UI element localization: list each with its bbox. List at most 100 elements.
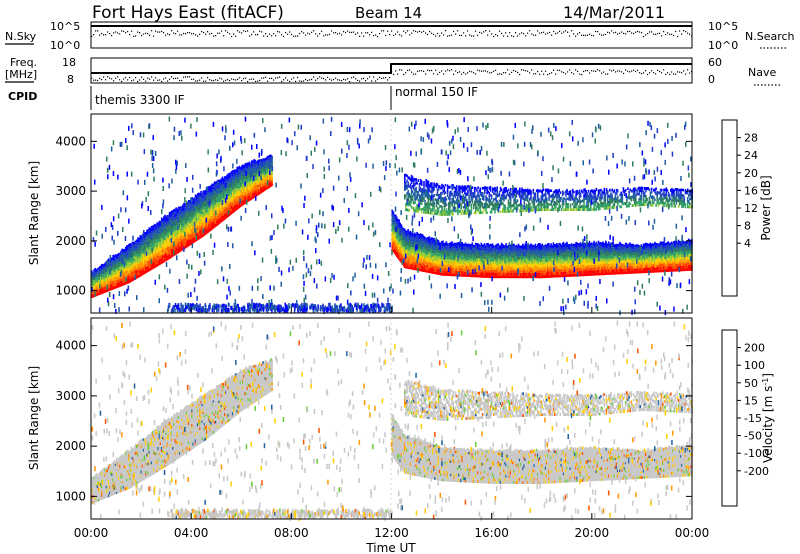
- range-gate-cell: [181, 225, 183, 228]
- range-gate-cell: [192, 219, 194, 222]
- nave-point: [97, 79, 99, 82]
- range-gate-cell: [235, 201, 237, 205]
- range-gate-cell: [185, 211, 188, 215]
- range-gate-cell: [207, 228, 209, 231]
- range-gate-cell: [181, 232, 183, 236]
- range-gate-cell: [199, 208, 201, 211]
- range-gate-cell: [114, 264, 117, 268]
- range-gate-cell: [154, 257, 156, 260]
- range-gate-cell: [199, 195, 201, 199]
- nave-point: [587, 70, 589, 72]
- range-gate-cell: [153, 232, 155, 236]
- range-gate-cell: [169, 214, 172, 218]
- range-gate-cell: [207, 194, 209, 198]
- range-gate-cell: [158, 262, 161, 266]
- range-gate-cell: [171, 218, 173, 221]
- range-gate-cell: [220, 219, 223, 223]
- nsearch-point: [263, 35, 265, 37]
- range-gate-cell: [168, 254, 171, 257]
- nsearch-point: [571, 30, 573, 32]
- range-gate-cell: [160, 244, 163, 247]
- date-label: 14/Mar/2011: [563, 3, 665, 22]
- nsearch-point: [217, 32, 219, 34]
- range-gate-cell: [139, 242, 142, 246]
- range-gate-cell: [235, 207, 237, 211]
- nsearch-point: [513, 35, 515, 38]
- range-gate-cell: [205, 231, 208, 235]
- range-gate-cell: [121, 281, 123, 284]
- range-gate-cell: [211, 207, 214, 211]
- range-gate-cell: [110, 281, 112, 285]
- range-gate-cell: [195, 208, 198, 212]
- range-gate-cell: [189, 220, 191, 224]
- range-gate-cell: [167, 229, 170, 232]
- range-gate-cell: [130, 270, 132, 274]
- nsearch-point: [587, 34, 589, 36]
- nave-point: [691, 70, 693, 73]
- range-gate-cell: [155, 237, 157, 240]
- nsearch-point: [105, 34, 107, 36]
- nave-point: [295, 80, 297, 82]
- range-gate-cell: [146, 266, 148, 270]
- range-gate-cell: [212, 186, 215, 189]
- range-gate-cell: [136, 273, 138, 276]
- cpid-segment-2: normal 150 IF: [395, 85, 478, 99]
- range-gate-cell: [189, 215, 191, 218]
- range-gate-cell: [122, 254, 125, 258]
- nave-point: [527, 70, 529, 72]
- range-gate-cell: [123, 254, 126, 258]
- range-gate-cell: [208, 216, 210, 219]
- nave-point: [179, 79, 181, 82]
- range-gate-cell: [120, 283, 122, 287]
- range-gate-cell: [138, 272, 140, 275]
- range-gate-cell: [132, 260, 135, 264]
- range-gate-cell: [113, 255, 116, 259]
- range-gate-cell: [228, 210, 231, 214]
- range-gate-cell: [136, 248, 138, 252]
- range-gate-cell: [146, 235, 148, 239]
- range-gate-cell: [164, 242, 166, 246]
- range-gate-cell: [172, 210, 174, 213]
- range-gate-cell: [235, 198, 237, 202]
- range-gate-cell: [136, 269, 138, 273]
- range-gate-cell: [212, 191, 215, 195]
- nsearch-point: [569, 35, 571, 37]
- range-gate-cell: [221, 195, 224, 199]
- range-gate-cell: [93, 277, 95, 281]
- nsearch-point: [277, 30, 279, 33]
- range-gate-cell: [155, 226, 157, 230]
- range-gate-cell: [222, 212, 225, 216]
- range-gate-cell: [162, 241, 164, 244]
- nsearch-point: [563, 31, 565, 33]
- range-gate-cell: [107, 280, 110, 284]
- range-gate-cell: [225, 176, 227, 179]
- nsearch-point: [547, 32, 549, 34]
- range-gate-cell: [133, 252, 136, 256]
- range-gate-cell: [182, 241, 184, 245]
- range-gate-cell: [191, 231, 193, 234]
- range-gate-cell: [210, 211, 212, 214]
- range-gate-cell: [129, 275, 131, 278]
- nave-point: [385, 76, 387, 79]
- range-gate-cell: [194, 216, 197, 220]
- range-gate-cell: [203, 225, 206, 228]
- freq-tick-bottom: 8: [67, 73, 74, 86]
- range-gate-cell: [227, 202, 229, 205]
- nsearch-point: [521, 32, 523, 34]
- range-gate-cell: [204, 226, 207, 230]
- range-gate-cell: [186, 209, 189, 213]
- range-gate-cell: [159, 236, 162, 239]
- nsearch-point: [549, 31, 551, 34]
- range-gate-cell: [195, 217, 198, 221]
- nsearch-point: [299, 32, 301, 35]
- nsearch-point: [281, 34, 283, 36]
- nave-point: [155, 77, 157, 79]
- nave-point: [659, 70, 661, 73]
- nsearch-point: [603, 34, 605, 36]
- nave-point: [109, 77, 111, 79]
- range-gate-cell: [167, 243, 170, 247]
- range-gate-cell: [96, 285, 99, 288]
- range-gate-cell: [220, 178, 223, 181]
- range-gate-cell: [106, 270, 109, 274]
- nave-point: [665, 73, 667, 75]
